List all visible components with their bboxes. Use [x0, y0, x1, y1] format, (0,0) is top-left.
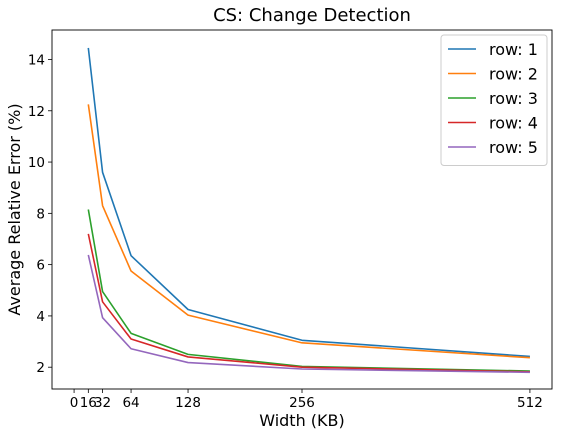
- series-lines: [87, 47, 530, 374]
- y-tick-label: 2: [36, 360, 45, 376]
- x-tick-label: 0: [70, 395, 79, 411]
- y-tick-label: 14: [28, 52, 45, 68]
- x-tick-label: 256: [289, 395, 315, 411]
- series-line-row-5: [87, 254, 530, 374]
- y-tick-label: 4: [36, 309, 45, 325]
- y-axis: 2 4 6 8 10 12 14: [28, 52, 52, 376]
- x-tick-label: 64: [122, 395, 139, 411]
- x-axis-label: Width (KB): [259, 411, 345, 430]
- x-tick-label: 32: [94, 395, 111, 411]
- x-tick-label: 512: [517, 395, 543, 411]
- series-line-row-2: [87, 104, 530, 359]
- x-tick-label: 16: [80, 395, 97, 411]
- y-tick-label: 6: [36, 258, 45, 274]
- legend-label: row: 5: [489, 138, 538, 157]
- y-axis-label: Average Relative Error (%): [5, 103, 24, 315]
- legend-label: row: 1: [489, 40, 538, 59]
- y-tick-label: 10: [28, 155, 45, 171]
- series-line-row-1: [87, 47, 530, 358]
- legend-label: row: 3: [489, 89, 538, 108]
- legend-frame: [440, 34, 548, 166]
- chart-title: CS: Change Detection: [213, 5, 411, 26]
- legend-label: row: 2: [489, 65, 538, 84]
- legend: row: 1 row: 2 row: 3 row: 4 row: 5: [440, 34, 548, 166]
- x-tick-label: 128: [175, 395, 201, 411]
- legend-label: row: 4: [489, 114, 538, 133]
- y-tick-label: 8: [36, 206, 45, 222]
- series-line-row-4: [87, 233, 530, 373]
- y-tick-label: 12: [28, 104, 45, 120]
